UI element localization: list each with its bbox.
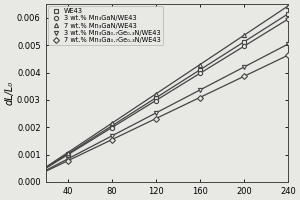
3 wt.% Mn₃Ga₀.₇Ge₀.₃N/WE43 <box>110 135 113 137</box>
Line: 7 wt.% Mn₃GaN/WE43: 7 wt.% Mn₃GaN/WE43 <box>65 4 290 155</box>
3 wt.% Mn₃Ga₀.₇Ge₀.₃N/WE43 <box>66 158 69 160</box>
3 wt.% Mn₃GaN/WE43 <box>110 127 113 129</box>
7 wt.% Mn₃GaN/WE43 <box>242 34 246 37</box>
Line: 3 wt.% Mn₃GaN/WE43: 3 wt.% Mn₃GaN/WE43 <box>65 17 290 157</box>
7 wt.% Mn₃Ga₀.₇Ge₀.₃N/WE43 <box>242 75 246 78</box>
7 wt.% Mn₃Ga₀.₇Ge₀.₃N/WE43 <box>66 160 69 162</box>
3 wt.% Mn₃Ga₀.₇Ge₀.₃N/WE43 <box>154 112 158 114</box>
WE43 <box>198 69 202 71</box>
7 wt.% Mn₃Ga₀.₇Ge₀.₃N/WE43 <box>198 96 202 99</box>
7 wt.% Mn₃GaN/WE43 <box>154 93 158 95</box>
WE43 <box>286 13 290 15</box>
7 wt.% Mn₃Ga₀.₇Ge₀.₃N/WE43 <box>286 54 290 56</box>
3 wt.% Mn₃Ga₀.₇Ge₀.₃N/WE43 <box>286 43 290 45</box>
WE43 <box>66 153 69 155</box>
Line: WE43: WE43 <box>65 12 290 156</box>
7 wt.% Mn₃GaN/WE43 <box>66 151 69 154</box>
3 wt.% Mn₃GaN/WE43 <box>198 72 202 75</box>
3 wt.% Mn₃Ga₀.₇Ge₀.₃N/WE43 <box>198 89 202 91</box>
Line: 7 wt.% Mn₃Ga₀.₇Ge₀.₃N/WE43: 7 wt.% Mn₃Ga₀.₇Ge₀.₃N/WE43 <box>65 53 290 163</box>
7 wt.% Mn₃GaN/WE43 <box>286 5 290 7</box>
3 wt.% Mn₃Ga₀.₇Ge₀.₃N/WE43 <box>242 66 246 68</box>
WE43 <box>242 41 246 43</box>
WE43 <box>110 125 113 127</box>
3 wt.% Mn₃GaN/WE43 <box>154 99 158 102</box>
7 wt.% Mn₃Ga₀.₇Ge₀.₃N/WE43 <box>154 117 158 120</box>
Legend: WE43, 3 wt.% Mn₃GaN/WE43, 7 wt.% Mn₃GaN/WE43, 3 wt.% Mn₃Ga₀.₇Ge₀.₃N/WE43, 7 wt.%: WE43, 3 wt.% Mn₃GaN/WE43, 7 wt.% Mn₃GaN/… <box>48 6 163 45</box>
7 wt.% Mn₃GaN/WE43 <box>198 63 202 66</box>
3 wt.% Mn₃GaN/WE43 <box>66 154 69 156</box>
Y-axis label: dL/L₀: dL/L₀ <box>4 81 14 105</box>
7 wt.% Mn₃GaN/WE43 <box>110 122 113 125</box>
3 wt.% Mn₃GaN/WE43 <box>286 18 290 20</box>
7 wt.% Mn₃Ga₀.₇Ge₀.₃N/WE43 <box>110 139 113 141</box>
Line: 3 wt.% Mn₃Ga₀.₇Ge₀.₃N/WE43: 3 wt.% Mn₃Ga₀.₇Ge₀.₃N/WE43 <box>65 42 290 161</box>
3 wt.% Mn₃GaN/WE43 <box>242 45 246 47</box>
WE43 <box>154 97 158 99</box>
